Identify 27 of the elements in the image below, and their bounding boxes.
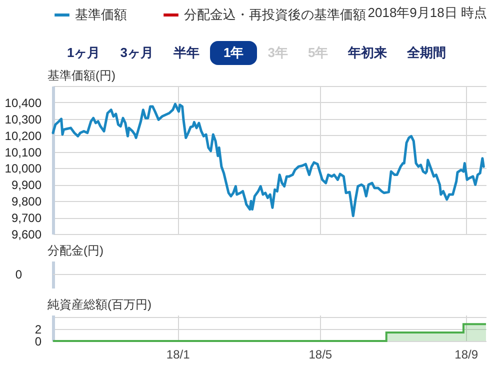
text: 半年 <box>172 44 200 62</box>
x-tick-label: 18/5 <box>308 348 332 362</box>
text: 分配金(円) <box>48 244 104 258</box>
text: 全期間 <box>406 44 448 62</box>
legend-label: 基準価額 <box>75 7 127 22</box>
y-axis-title: 純資産総額(百万円) <box>48 298 152 312</box>
y-tick-label: 10,100 <box>4 145 42 160</box>
y-tick-label: 9,600 <box>11 228 42 242</box>
x-tick-label: 18/9 <box>454 348 478 362</box>
y-tick-label: 10,300 <box>4 112 42 126</box>
y-axis-title: 基準価額(円) <box>48 68 116 82</box>
text: 2018年9月18日 時点 <box>368 4 487 22</box>
text: 年初来 <box>346 44 388 62</box>
y-tick-label: 9,800 <box>11 194 42 209</box>
legend-label: 分配金込・再投資後の基準価額 <box>184 7 366 22</box>
y-tick-label: 10,200 <box>4 128 42 143</box>
y-tick-label: 10,400 <box>4 96 42 110</box>
y-tick-label: 2 <box>34 322 42 336</box>
y-tick-label: 9,700 <box>11 211 42 226</box>
y-tick-label: 0 <box>34 334 42 348</box>
x-tick-label: 18/1 <box>166 348 190 362</box>
text: 1年 <box>210 41 257 65</box>
text: 1ヶ月 <box>66 44 102 62</box>
line-series <box>52 102 485 218</box>
text: 3ヶ月 <box>119 44 154 62</box>
y-tick-label: 9,900 <box>11 178 42 192</box>
y-tick-label: 10,000 <box>4 162 42 176</box>
